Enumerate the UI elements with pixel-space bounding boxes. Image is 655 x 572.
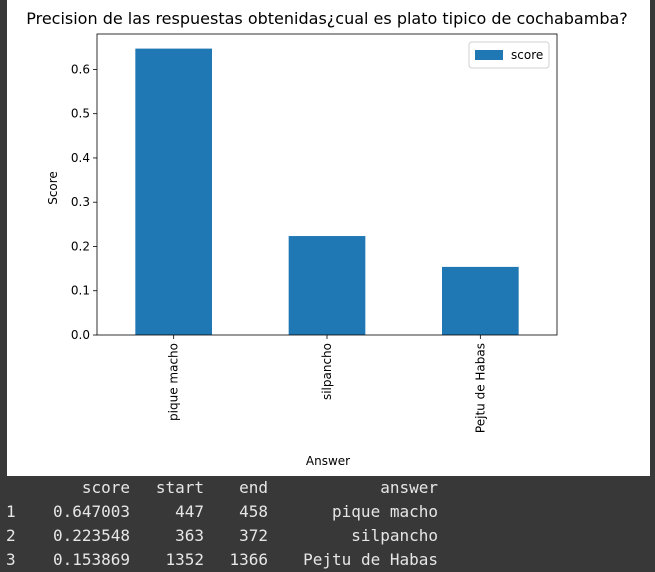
bar: [288, 236, 366, 335]
legend-box: [468, 41, 550, 69]
chart-title: Precision de las respuestas obtenidas¿cu…: [26, 9, 628, 28]
column-header: answer: [380, 478, 438, 497]
y-tick-label: 0.1: [71, 284, 90, 298]
row-index: 1: [6, 502, 16, 521]
table-row: 1 0.647003 447 458 pique macho: [0, 500, 655, 524]
column-header: end: [239, 478, 268, 497]
cell-answer: Pejtu de Habas: [303, 550, 438, 569]
y-tick-label: 0.2: [71, 239, 90, 253]
x-tick-label: Pejtu de Habas: [473, 343, 487, 433]
table-row: 2 0.223548 363 372 silpancho: [0, 524, 655, 548]
cell-end: 458: [239, 502, 268, 521]
table-header-row: score start end answer: [0, 476, 655, 500]
column-header: score: [81, 478, 130, 497]
column-header: start: [155, 478, 204, 497]
cell-end: 1366: [229, 550, 268, 569]
dataframe-output: score start end answer 1 0.647003 447 45…: [0, 476, 655, 572]
cell-score: 0.647003: [52, 502, 130, 521]
cell-end: 372: [239, 526, 268, 545]
cell-start: 1352: [165, 550, 204, 569]
cell-score: 0.153869: [52, 550, 130, 569]
bar-chart: Precision de las respuestas obtenidas¿cu…: [26, 9, 628, 468]
bar: [442, 266, 519, 335]
cell-score: 0.223548: [52, 526, 130, 545]
y-tick-label: 0.3: [71, 195, 90, 209]
cell-start: 447: [175, 502, 204, 521]
row-index: 2: [6, 526, 16, 545]
index-header: [0, 476, 22, 500]
y-tick-label: 0.4: [71, 151, 90, 165]
cell-answer: silpancho: [351, 526, 438, 545]
y-tick-label: 0.6: [71, 62, 90, 76]
table-row: 3 0.153869 1352 1366 Pejtu de Habas: [0, 548, 655, 572]
legend-swatch: [475, 50, 503, 60]
y-tick-label: 0.5: [71, 107, 90, 121]
y-axis-label: Score: [46, 171, 60, 205]
x-tick-label: pique macho: [167, 343, 181, 421]
cell-answer: pique macho: [332, 502, 438, 521]
chart-panel: Precision de las respuestas obtenidas¿cu…: [7, 0, 650, 476]
cell-start: 363: [175, 526, 204, 545]
bar: [135, 48, 212, 336]
row-index: 3: [6, 550, 16, 569]
y-tick-label: 0.0: [71, 328, 90, 342]
legend-label: score: [511, 48, 543, 62]
x-axis-label: Answer: [306, 454, 350, 468]
x-tick-label: silpancho: [320, 343, 334, 400]
